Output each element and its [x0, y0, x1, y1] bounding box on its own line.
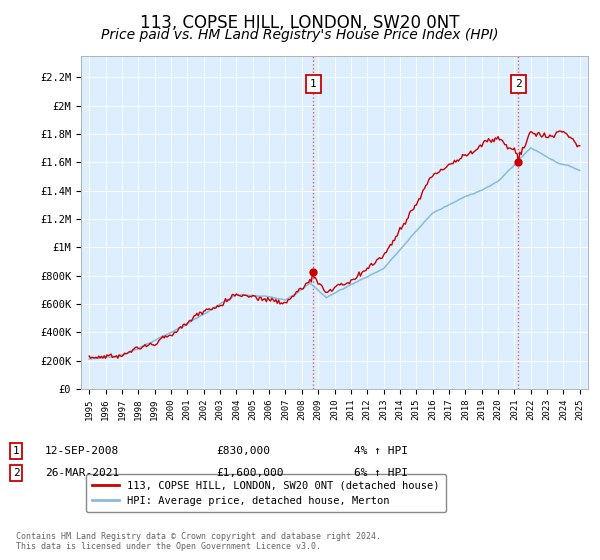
Text: 2: 2 — [515, 80, 522, 90]
Text: 4% ↑ HPI: 4% ↑ HPI — [354, 446, 408, 456]
Text: 2: 2 — [13, 468, 20, 478]
Text: 12-SEP-2008: 12-SEP-2008 — [45, 446, 119, 456]
Text: £830,000: £830,000 — [216, 446, 270, 456]
Text: Contains HM Land Registry data © Crown copyright and database right 2024.
This d: Contains HM Land Registry data © Crown c… — [16, 532, 381, 552]
Text: Price paid vs. HM Land Registry's House Price Index (HPI): Price paid vs. HM Land Registry's House … — [101, 28, 499, 42]
Text: 26-MAR-2021: 26-MAR-2021 — [45, 468, 119, 478]
Text: 1: 1 — [310, 80, 317, 90]
Text: £1,600,000: £1,600,000 — [216, 468, 284, 478]
Text: 1: 1 — [13, 446, 20, 456]
Legend: 113, COPSE HILL, LONDON, SW20 0NT (detached house), HPI: Average price, detached: 113, COPSE HILL, LONDON, SW20 0NT (detac… — [86, 474, 446, 512]
Text: 113, COPSE HILL, LONDON, SW20 0NT: 113, COPSE HILL, LONDON, SW20 0NT — [140, 14, 460, 32]
Text: 6% ↑ HPI: 6% ↑ HPI — [354, 468, 408, 478]
